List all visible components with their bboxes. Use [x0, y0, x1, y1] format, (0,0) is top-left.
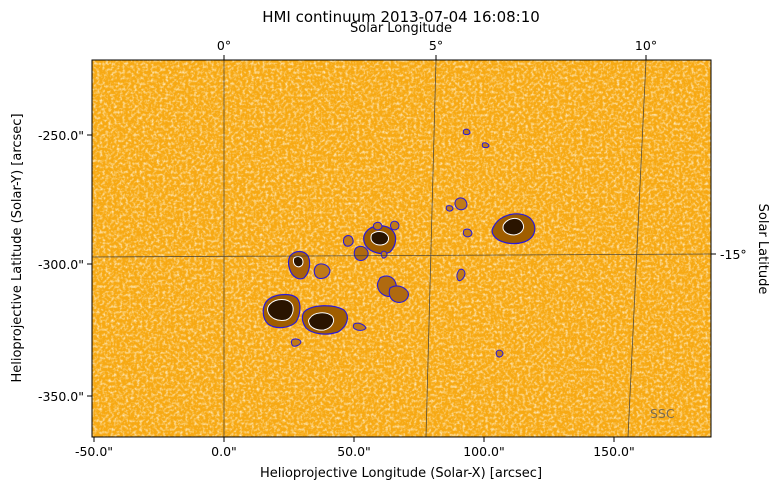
pore [481, 142, 490, 149]
pore [380, 250, 388, 259]
granulation-texture [92, 60, 711, 437]
pore [462, 228, 473, 238]
sunspot-group [262, 128, 536, 358]
longitude-line-10 [627, 60, 647, 437]
right-tick-label: -15° [720, 247, 747, 262]
pore [445, 205, 454, 212]
y-axis-label: Helioprojective Latitude (Solar-Y) [arcs… [10, 113, 25, 382]
top-tick-label: 10° [635, 38, 657, 53]
longitude-line-5 [425, 60, 437, 437]
sunspot-umbra [502, 217, 525, 236]
pore [388, 285, 409, 303]
pore [372, 221, 383, 231]
pore [352, 322, 367, 331]
pore [454, 197, 468, 211]
y-tick-label: -350.0" [38, 389, 84, 404]
plot-title: HMI continuum 2013-07-04 16:08:10 [262, 8, 540, 26]
y-axis-ticks [87, 134, 92, 397]
x-axis-ticks [93, 437, 615, 442]
x-tick-label: 0.0" [211, 444, 237, 459]
latitude-line-minus15 [92, 253, 711, 258]
right-axis-label: Solar Latitude [755, 204, 770, 295]
pore [456, 268, 466, 282]
top-axis-label: Solar Longitude [350, 21, 452, 36]
x-tick-label: 150.0" [593, 444, 635, 459]
top-tick-label: 5° [429, 38, 443, 53]
solar-image: SSC [92, 60, 711, 437]
x-axis-label: Helioprojective Longitude (Solar-X) [arc… [260, 466, 542, 481]
top-tick-label: 0° [217, 38, 231, 53]
sunspot-umbra [370, 231, 389, 246]
y-tick-label: -250.0" [38, 128, 84, 143]
x-tick-label: 100.0" [463, 444, 505, 459]
top-axis-ticks [223, 55, 647, 60]
x-tick-label: -50.0" [75, 444, 113, 459]
pore [495, 349, 504, 358]
sunspot-umbra [267, 299, 294, 321]
pore [290, 338, 302, 347]
sunspot-umbra [292, 256, 304, 268]
heliographic-grid [92, 60, 711, 437]
watermark: SSC [650, 406, 675, 421]
x-tick-label: 50.0" [337, 444, 371, 459]
pore [342, 235, 354, 247]
axes-frame [91, 59, 712, 438]
y-tick-label: -300.0" [38, 257, 84, 272]
sunspot-umbra [308, 312, 335, 331]
pore [462, 128, 471, 136]
pore [390, 220, 400, 231]
pore [353, 245, 369, 261]
pore [313, 263, 331, 280]
